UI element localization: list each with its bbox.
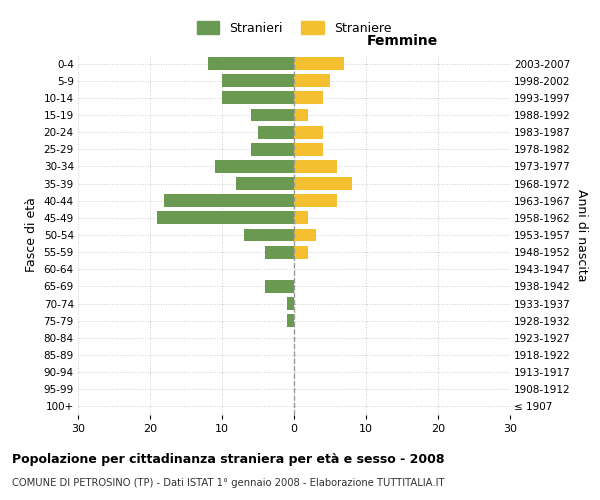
Bar [294,126,323,138]
Y-axis label: Anni di nascita: Anni di nascita [575,188,587,281]
Bar [287,314,294,327]
Bar [294,246,308,258]
Legend: Stranieri, Straniere: Stranieri, Straniere [191,16,397,40]
Bar [294,57,344,70]
Bar [294,92,323,104]
Bar [251,143,294,156]
Bar [157,212,294,224]
Text: COMUNE DI PETROSINO (TP) - Dati ISTAT 1° gennaio 2008 - Elaborazione TUTTITALIA.: COMUNE DI PETROSINO (TP) - Dati ISTAT 1°… [12,478,445,488]
Text: Popolazione per cittadinanza straniera per età e sesso - 2008: Popolazione per cittadinanza straniera p… [12,452,445,466]
Bar [164,194,294,207]
Bar [251,108,294,122]
Bar [294,74,330,87]
Bar [294,108,308,122]
Bar [287,297,294,310]
Bar [294,212,308,224]
Y-axis label: Fasce di età: Fasce di età [25,198,38,272]
Bar [222,92,294,104]
Text: Femmine: Femmine [367,34,437,48]
Bar [215,160,294,173]
Bar [294,160,337,173]
Bar [258,126,294,138]
Bar [265,280,294,293]
Bar [265,246,294,258]
Bar [244,228,294,241]
Bar [294,228,316,241]
Bar [222,74,294,87]
Bar [208,57,294,70]
Bar [294,143,323,156]
Bar [294,194,337,207]
Bar [294,177,352,190]
Bar [236,177,294,190]
